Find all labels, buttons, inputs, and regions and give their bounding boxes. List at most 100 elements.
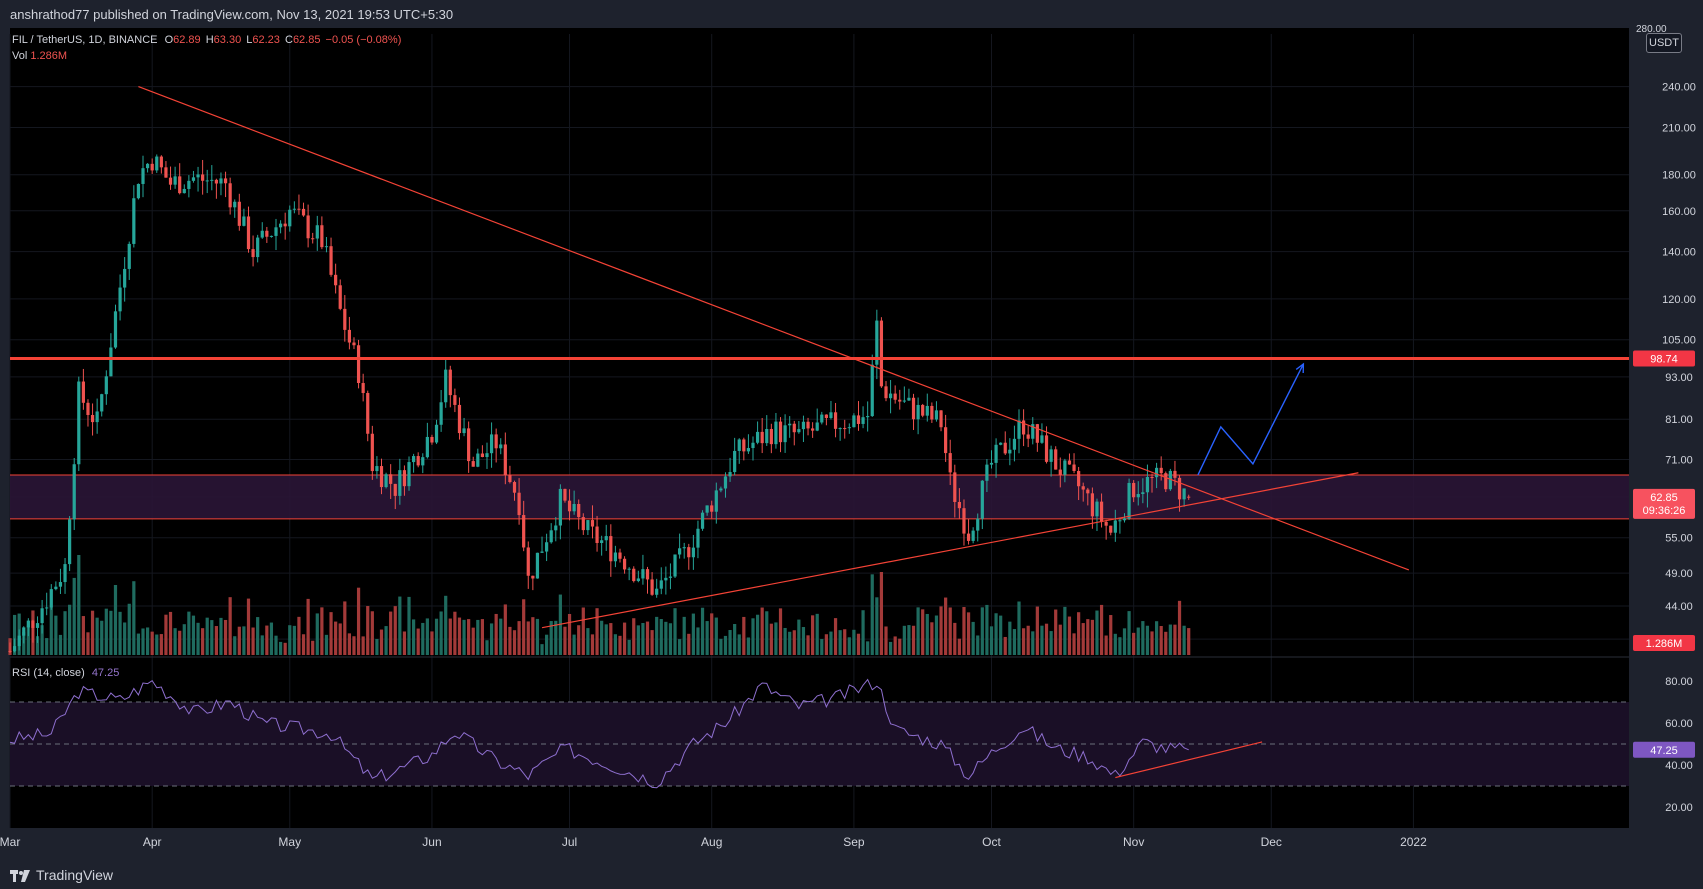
candle-body	[595, 526, 599, 543]
price-chart[interactable]: 39.5044.0049.0055.0071.0081.0093.00105.0…	[0, 28, 1703, 860]
volume-bar	[68, 604, 72, 655]
volume-bar	[338, 623, 342, 655]
candle-body	[1012, 438, 1017, 450]
time-tick-label: Oct	[982, 835, 1001, 849]
candle-body	[884, 386, 888, 399]
footer-bar: TradingView	[0, 860, 1703, 889]
candle-body	[728, 472, 732, 477]
candle-body	[150, 163, 154, 171]
candle-body	[201, 174, 205, 181]
volume-bar	[811, 615, 815, 655]
volume-bar	[246, 598, 251, 655]
volume-bar	[444, 595, 448, 655]
volume-bar	[118, 611, 122, 655]
rsi-value: 47.25	[91, 667, 120, 679]
chart-area[interactable]: 39.5044.0049.0055.0071.0081.0093.00105.0…	[0, 28, 1703, 860]
last-price-badge-text: 09:36:26	[1643, 505, 1686, 517]
candle-body	[944, 427, 948, 454]
high-label: H	[205, 34, 214, 46]
candle-body	[719, 488, 723, 491]
volume-bar	[389, 611, 393, 655]
volume-bar	[320, 607, 324, 655]
candle-body	[90, 414, 95, 423]
volume-bar	[214, 626, 218, 655]
volume-bar	[1012, 629, 1017, 655]
candle-body	[329, 246, 333, 275]
volume-bar	[856, 633, 861, 655]
volume-bar	[994, 613, 998, 655]
volume-bar	[182, 624, 186, 655]
candle-body	[1141, 492, 1145, 495]
volume-bar	[411, 619, 416, 655]
volume-bar	[609, 623, 613, 655]
volume-bar	[494, 613, 498, 655]
candle-body	[714, 490, 718, 512]
candle-body	[820, 414, 824, 423]
price-tick-label: 49.00	[1665, 568, 1693, 580]
candle-body	[444, 369, 448, 403]
candle-body	[1017, 420, 1021, 439]
candle-body	[164, 167, 168, 178]
candle-body	[801, 421, 806, 430]
candle-body	[95, 411, 99, 423]
candle-body	[1058, 469, 1062, 475]
candle-body	[540, 551, 544, 553]
candle-body	[86, 402, 90, 415]
candle-body	[306, 215, 310, 239]
volume-bar	[806, 635, 810, 655]
volume-bar	[861, 610, 865, 655]
candle-body	[12, 646, 17, 652]
candle-body	[35, 623, 40, 628]
volume-bar	[256, 617, 260, 655]
candle-body	[893, 393, 897, 400]
volume-bar	[870, 574, 874, 655]
time-tick-label: Dec	[1261, 835, 1282, 849]
volume-bar	[141, 628, 145, 655]
candle-body	[311, 238, 315, 240]
volume-bar	[35, 636, 40, 655]
volume-bar	[930, 622, 934, 655]
candle-body	[155, 156, 159, 171]
price-axis-bg	[1629, 28, 1703, 828]
candle-body	[870, 364, 874, 417]
volume-bar	[233, 636, 237, 655]
candle-body	[77, 381, 81, 465]
volume-bar	[457, 617, 462, 655]
volume-bar	[145, 627, 150, 655]
currency-unit-button[interactable]: USDT	[1646, 33, 1682, 53]
candle-body	[370, 433, 374, 472]
candle-body	[586, 520, 590, 531]
volume-bar	[425, 618, 429, 655]
volume-bar	[512, 630, 517, 655]
candle-body	[843, 428, 847, 430]
candle-body	[1072, 464, 1076, 471]
open-value: 62.89	[173, 34, 201, 46]
candle-body	[499, 444, 503, 449]
volume-bar	[600, 620, 604, 655]
volume-bar	[86, 632, 90, 655]
volume-bar	[324, 634, 329, 655]
candle-body	[334, 274, 338, 286]
projection-arrowhead	[1295, 362, 1305, 374]
tradingview-brand[interactable]: TradingView	[10, 867, 113, 883]
volume-bar	[989, 626, 994, 655]
candle-body	[636, 578, 640, 582]
volume-bar	[187, 611, 191, 655]
candle-body	[1003, 442, 1007, 454]
volume-bar	[925, 613, 929, 655]
volume-bar	[421, 622, 425, 655]
candle-body	[769, 428, 773, 445]
volume-bar	[705, 621, 709, 655]
candle-body	[324, 246, 329, 248]
candle-body	[645, 569, 650, 580]
volume-bar	[237, 626, 241, 655]
candle-body	[531, 575, 535, 579]
candle-body	[389, 474, 393, 484]
volume-bar	[572, 634, 576, 655]
candle-body	[26, 620, 30, 628]
volume-bar	[72, 577, 76, 655]
volume-bar	[242, 626, 246, 655]
symbol-legend: FIL / TetherUS, 1D, BINANCE O62.89 H63.3…	[12, 34, 401, 62]
volume-bar	[274, 635, 278, 655]
low-label: L	[246, 34, 253, 46]
